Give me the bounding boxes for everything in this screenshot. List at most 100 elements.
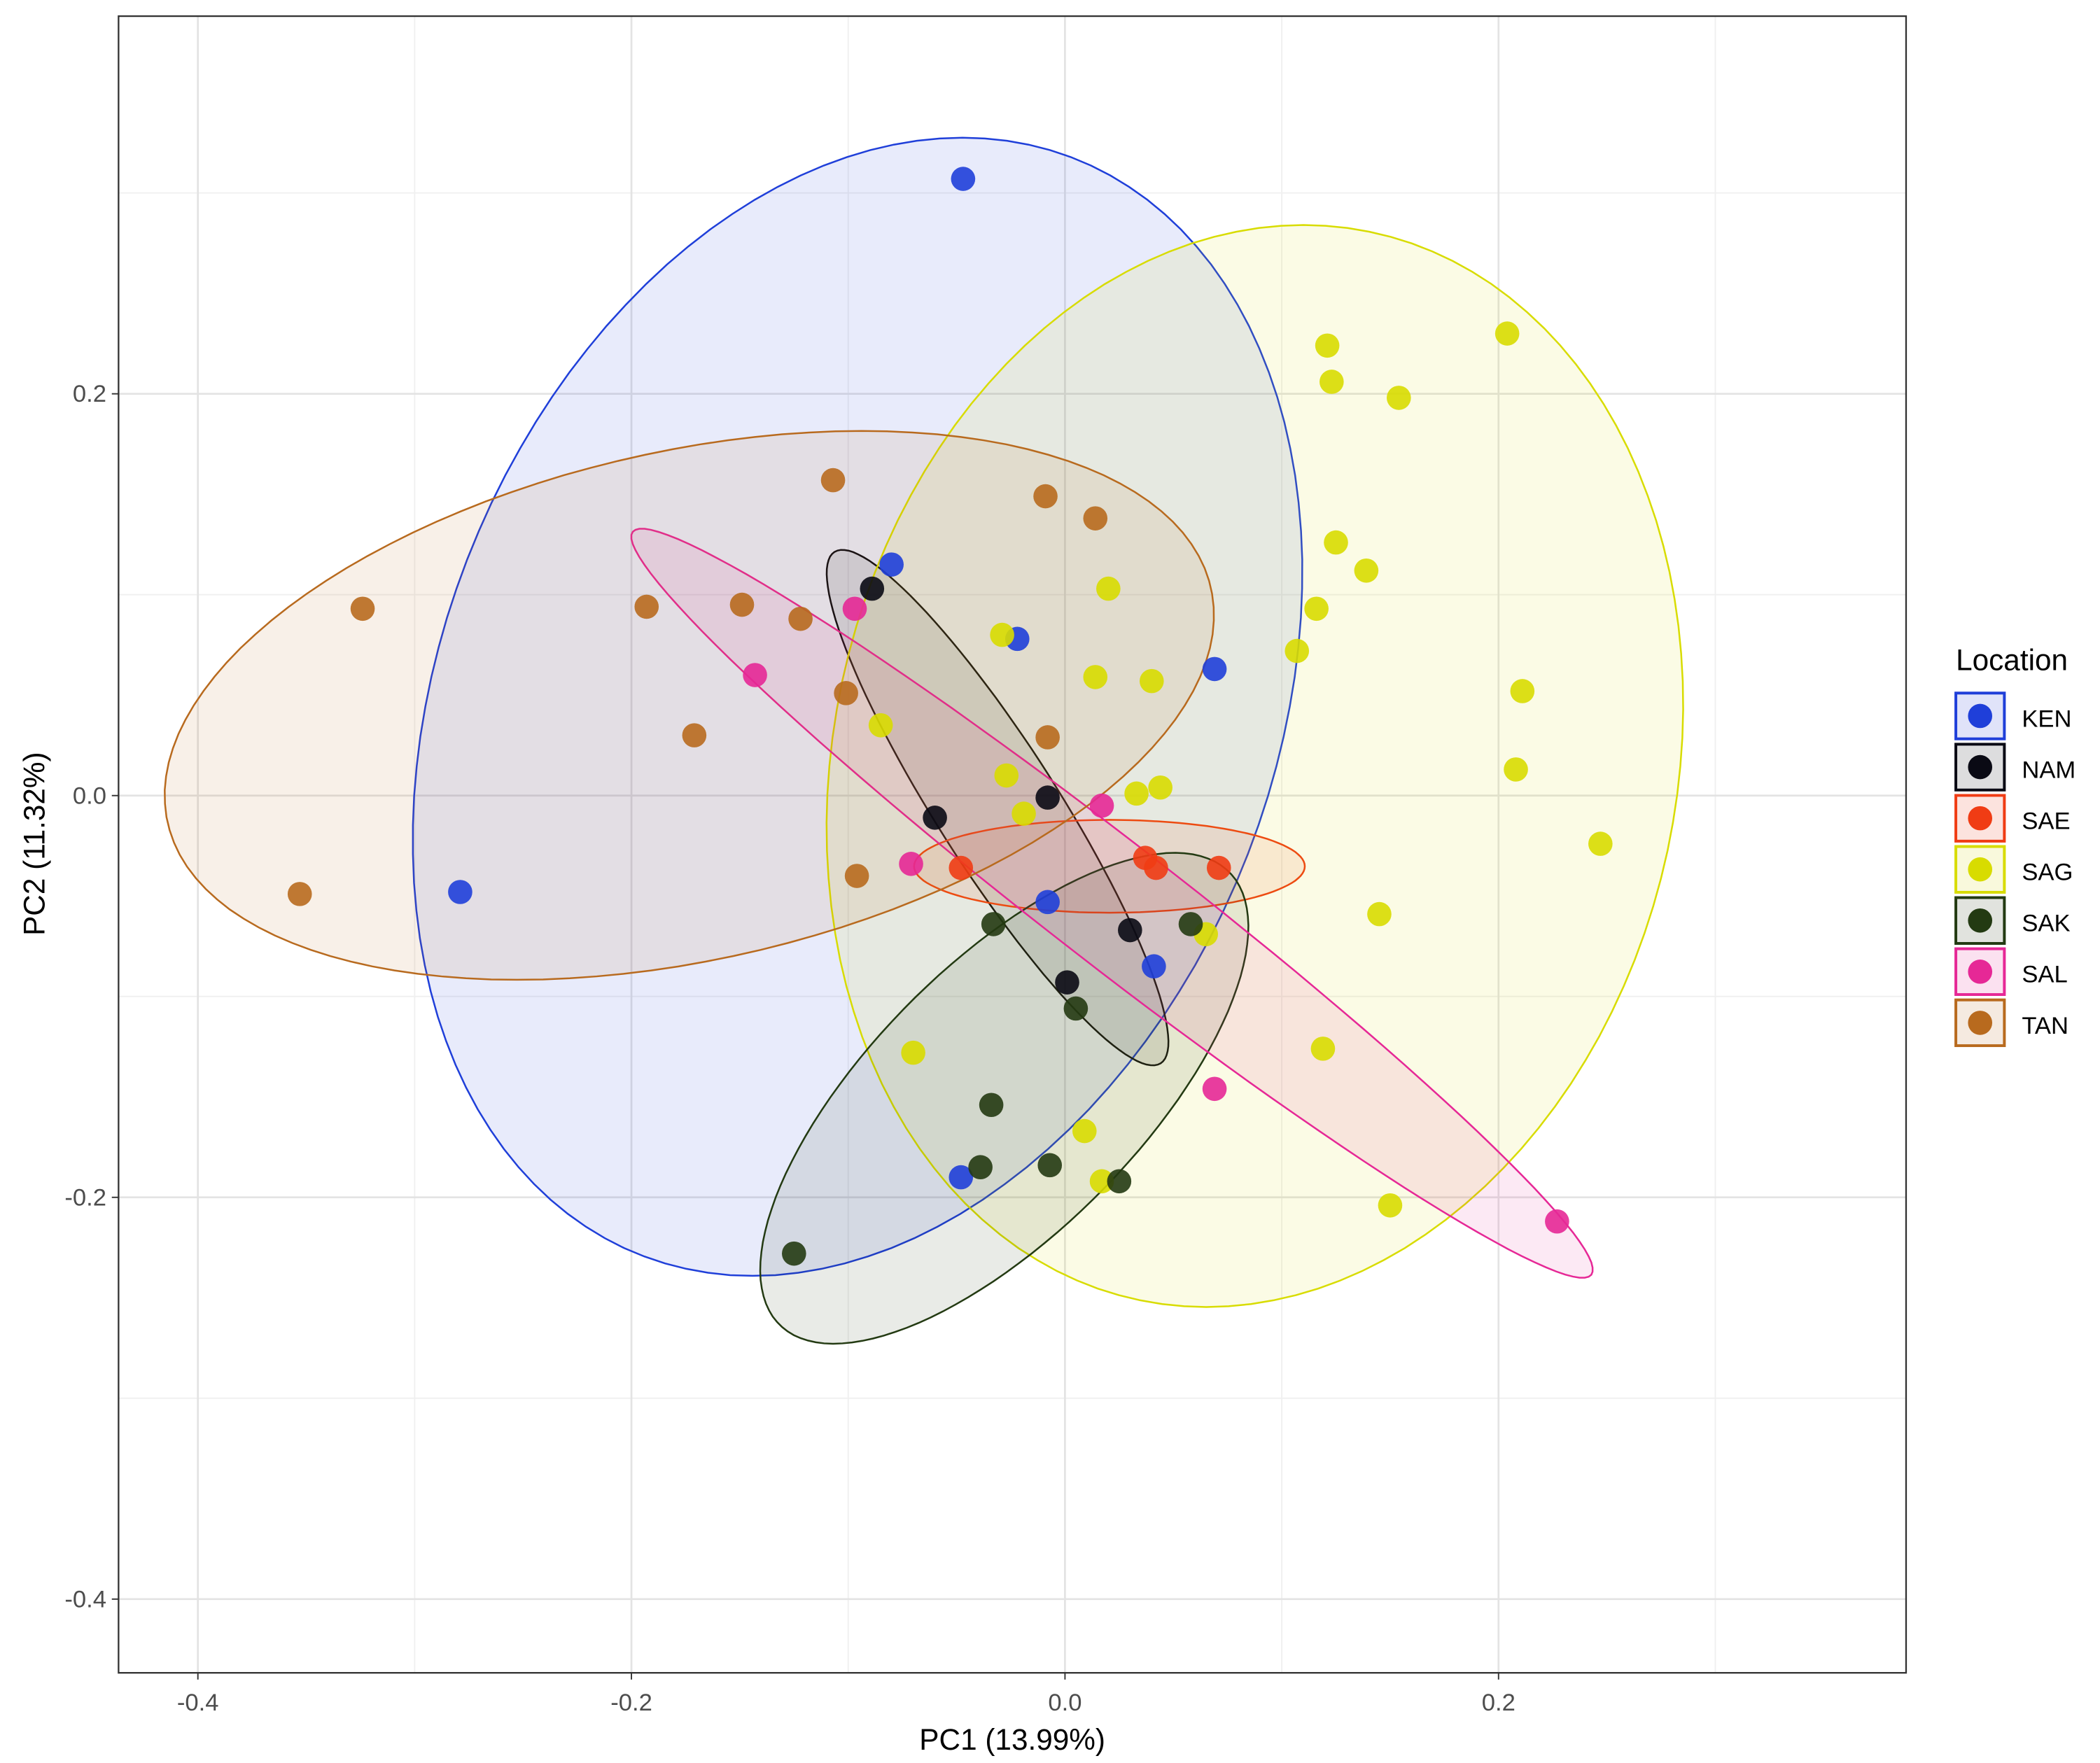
- point-sag: [1011, 801, 1036, 826]
- point-sag: [1510, 679, 1535, 703]
- legend-item-nam: NAM: [1954, 743, 2076, 792]
- point-tan: [788, 606, 813, 631]
- legend-item-sal: SAL: [1954, 947, 2068, 996]
- legend-point: [1968, 908, 1993, 933]
- legend-item-tan: TAN: [1954, 998, 2068, 1048]
- point-ken: [1035, 890, 1060, 915]
- point-sag: [1494, 321, 1520, 346]
- y-tick-label: -0.2: [64, 1184, 106, 1211]
- point-sae: [948, 855, 974, 880]
- point-tan: [634, 594, 659, 619]
- point-nam: [1035, 785, 1060, 810]
- point-sag: [1139, 668, 1164, 694]
- point-sag: [1096, 576, 1121, 601]
- legend-item-ken: KEN: [1954, 691, 2072, 740]
- point-sal: [842, 596, 867, 621]
- point-sag: [1304, 596, 1329, 621]
- legend-label: SAL: [2022, 962, 2067, 988]
- point-ken: [448, 880, 472, 904]
- legend-point: [1968, 857, 1993, 882]
- point-nam: [860, 576, 885, 601]
- ellipse-tan: [164, 430, 1215, 981]
- ellipse-sak: [759, 852, 1250, 1345]
- legend-label: TAN: [2022, 1013, 2068, 1039]
- point-sag: [1354, 558, 1379, 583]
- point-sag: [901, 1040, 925, 1065]
- point-sag: [868, 712, 893, 738]
- legend-point: [1968, 703, 1993, 729]
- point-sag: [1089, 1169, 1114, 1194]
- x-tick-label: -0.4: [177, 1690, 219, 1716]
- point-sak: [968, 1155, 993, 1180]
- y-tick-label: 0.0: [73, 782, 106, 809]
- x-axis-ticks: -0.4 -0.2 0.0 0.2: [177, 1673, 1516, 1716]
- legend-point: [1968, 754, 1993, 780]
- legend-label: KEN: [2022, 705, 2071, 732]
- point-sag: [1378, 1193, 1403, 1218]
- grid-lines: [118, 16, 1906, 1673]
- point-sak: [1063, 996, 1088, 1021]
- point-sal: [743, 663, 767, 687]
- point-sag: [1387, 386, 1411, 410]
- point-sag: [1072, 1118, 1097, 1144]
- point-sae: [1144, 855, 1168, 880]
- point-sag: [1124, 781, 1149, 806]
- point-nam: [1055, 970, 1079, 995]
- point-sag: [1284, 638, 1310, 663]
- point-tan: [1035, 725, 1060, 750]
- y-axis-label: PC2 (11.32%): [18, 752, 51, 936]
- point-ken: [948, 1165, 974, 1190]
- point-sag: [1324, 530, 1348, 555]
- point-sag: [1148, 775, 1172, 800]
- point-tan: [729, 592, 755, 617]
- point-tan: [682, 723, 707, 747]
- point-sag: [1310, 1037, 1336, 1061]
- point-tan: [287, 882, 312, 906]
- legend-label: SAK: [2022, 911, 2070, 937]
- point-tan: [834, 681, 858, 705]
- point-tan: [820, 468, 846, 493]
- point-ken: [1202, 656, 1227, 682]
- y-tick-label: -0.4: [64, 1586, 106, 1613]
- ellipse-sal: [630, 528, 1594, 1279]
- point-sal: [1545, 1209, 1569, 1234]
- legend-item-sae: SAE: [1954, 794, 2071, 843]
- y-axis-ticks: -0.4 -0.2 0.0 0.2: [64, 381, 119, 1613]
- point-sag: [990, 622, 1014, 647]
- point-nam: [923, 805, 947, 830]
- point-sal: [1202, 1076, 1227, 1102]
- ellipse-nam: [825, 549, 1170, 1067]
- point-tan: [844, 864, 869, 888]
- data-points: [287, 167, 1613, 1266]
- y-tick-label: 0.2: [73, 381, 106, 407]
- legend-point: [1968, 806, 1993, 831]
- plot-panel-border: [118, 15, 1907, 1674]
- legend-item-sak: SAK: [1954, 896, 2071, 945]
- legend-label: SAE: [2022, 808, 2070, 835]
- point-sak: [1178, 912, 1203, 936]
- legend-point: [1968, 960, 1993, 984]
- point-nam: [1118, 918, 1142, 943]
- legend: Location KEN NAM SAE SAG SAK SAL TAN: [1954, 644, 2076, 1048]
- legend-label: NAM: [2022, 757, 2076, 783]
- point-sag: [1504, 757, 1528, 782]
- point-sak: [981, 912, 1006, 936]
- x-tick-label: 0.2: [1482, 1690, 1516, 1716]
- legend-item-sag: SAG: [1954, 845, 2073, 894]
- point-tan: [1033, 484, 1058, 509]
- x-tick-label: -0.2: [610, 1690, 652, 1716]
- point-ken: [951, 167, 976, 191]
- point-tan: [1083, 506, 1108, 531]
- point-sae: [1206, 855, 1231, 880]
- legend-point: [1968, 1011, 1993, 1035]
- point-sag: [1367, 901, 1392, 927]
- point-sag: [994, 763, 1019, 788]
- ellipse-ken: [412, 136, 1303, 1277]
- point-sak: [782, 1241, 806, 1266]
- point-sag: [1588, 831, 1613, 856]
- legend-title: Location: [1956, 644, 2068, 677]
- x-tick-label: 0.0: [1048, 1690, 1082, 1716]
- point-sag: [1315, 333, 1340, 358]
- point-sak: [1037, 1153, 1063, 1178]
